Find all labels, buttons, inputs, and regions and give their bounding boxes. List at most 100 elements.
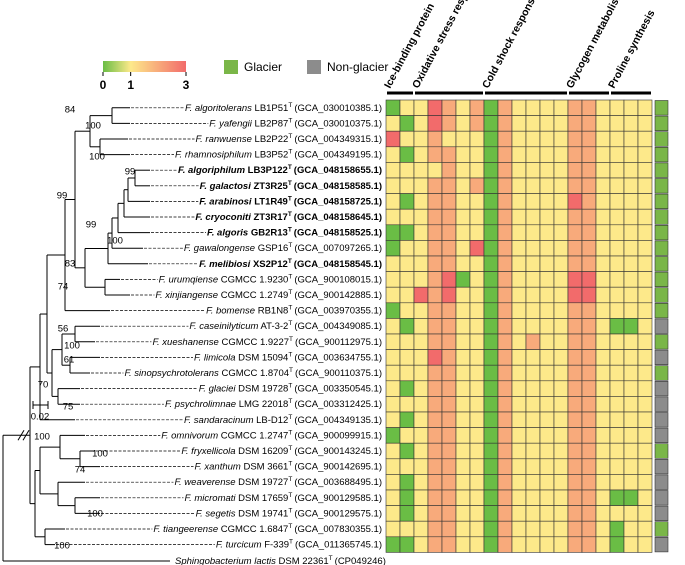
taxon-label: F. algoriphilum LB3P122T (GCA_048158655.1… bbox=[178, 164, 382, 176]
strain: DSM 15094 bbox=[238, 352, 288, 363]
heatmap-cell bbox=[511, 318, 527, 335]
heatmap-cell bbox=[455, 505, 471, 522]
heatmap-cell bbox=[385, 474, 401, 491]
heatmap-cell bbox=[595, 130, 611, 148]
accession: (GCA_900110375.1) bbox=[295, 368, 382, 379]
heatmap-cell bbox=[553, 474, 569, 491]
heatmap-cell bbox=[497, 99, 513, 116]
type-mark: T bbox=[288, 289, 292, 296]
heatmap-cell bbox=[413, 364, 429, 382]
heatmap-cell bbox=[525, 255, 541, 272]
accession: (GCA_900142885.1) bbox=[294, 290, 382, 301]
heatmap-cell bbox=[595, 427, 611, 444]
strain: ZT3R25 bbox=[253, 180, 288, 191]
heatmap-cell bbox=[483, 115, 499, 132]
habitat-cell bbox=[654, 147, 669, 163]
heatmap-cell bbox=[441, 271, 457, 288]
heatmap-cell bbox=[525, 193, 541, 210]
heatmap-cell bbox=[609, 520, 625, 538]
accession: (GCA_003634755.1) bbox=[294, 352, 382, 363]
accession: (CP049246) bbox=[335, 556, 386, 565]
heatmap-cell bbox=[385, 271, 401, 288]
heatmap-cell bbox=[595, 240, 611, 257]
heatmap-cell bbox=[483, 427, 499, 444]
species: F. galactosi bbox=[200, 180, 252, 191]
heatmap-cell bbox=[511, 177, 527, 194]
heatmap-cell bbox=[385, 208, 401, 226]
strain: DSM 3661 bbox=[243, 461, 288, 472]
taxon-label: F. limicola DSM 15094T (GCA_003634755.1) bbox=[194, 351, 382, 363]
heatmap-cell bbox=[455, 177, 471, 194]
heatmap-cell bbox=[427, 271, 443, 288]
heatmap-cell bbox=[413, 302, 429, 319]
type-mark: T bbox=[289, 538, 293, 545]
heatmap-cell bbox=[581, 333, 597, 350]
heatmap-cell bbox=[581, 396, 597, 413]
heatmap-cell bbox=[581, 349, 597, 366]
heatmap-cell bbox=[441, 411, 457, 428]
strain: LB3P52 bbox=[255, 149, 289, 160]
heatmap-cell bbox=[413, 208, 429, 226]
species: F. cryoconiti bbox=[195, 212, 251, 223]
type-mark: T bbox=[288, 226, 292, 233]
type-mark: T bbox=[288, 382, 292, 389]
heatmap-cell bbox=[609, 302, 625, 319]
heatmap-cell bbox=[413, 411, 429, 428]
taxon-label: F. rhamnosiphilum LB3P52T (GCA_004349195.… bbox=[175, 148, 382, 160]
bootstrap: 100 bbox=[64, 341, 80, 352]
species: F. sinopsychrotolerans bbox=[124, 368, 219, 379]
heatmap-cell bbox=[399, 224, 415, 241]
type-mark: T bbox=[288, 351, 292, 358]
accession: (GCA_004349315.1) bbox=[294, 134, 382, 145]
heatmap-cell bbox=[595, 162, 611, 179]
strain: XS2P12 bbox=[253, 258, 288, 269]
heatmap-cell bbox=[497, 349, 513, 366]
heatmap-cell bbox=[441, 349, 457, 366]
taxon-label: F. turcicum F-339T (GCA_011365745.1) bbox=[216, 538, 382, 550]
heatmap-cell bbox=[567, 380, 583, 397]
heatmap-cell bbox=[455, 115, 471, 132]
habitat-cell bbox=[654, 396, 669, 412]
taxon-label: F. weaverense DSM 19727T (GCA_003688495.1… bbox=[174, 476, 382, 488]
heatmap-cell bbox=[441, 474, 457, 491]
heatmap-cell bbox=[455, 224, 471, 241]
heatmap-cell bbox=[497, 318, 513, 335]
heatmap-cell bbox=[385, 99, 401, 116]
heatmap-cell bbox=[623, 255, 639, 272]
heatmap-cell bbox=[637, 396, 653, 413]
strain: LB3P122 bbox=[248, 165, 288, 176]
species: F. gawalongense bbox=[184, 243, 255, 254]
habitat-cell bbox=[654, 162, 669, 178]
habitat-cell bbox=[654, 505, 669, 522]
species: F. segetis bbox=[196, 508, 236, 519]
heatmap-cell bbox=[581, 99, 597, 116]
strain: RB1N8 bbox=[258, 305, 289, 316]
heatmap-cell bbox=[497, 115, 513, 132]
heatmap-cell bbox=[637, 255, 653, 272]
heatmap-cell bbox=[595, 255, 611, 272]
heatmap-cell bbox=[427, 474, 443, 491]
heatmap-cell bbox=[581, 146, 597, 163]
heatmap-cell bbox=[567, 224, 583, 241]
heatmap-cell bbox=[385, 427, 401, 444]
heatmap-cell bbox=[399, 286, 415, 304]
heatmap-cell bbox=[441, 255, 457, 272]
bootstrap: 99 bbox=[125, 167, 136, 178]
heatmap-cell bbox=[385, 396, 401, 413]
heatmap-cell bbox=[385, 286, 401, 304]
heatmap-cell bbox=[483, 380, 499, 397]
heatmap-cell bbox=[567, 146, 583, 163]
heatmap-cell bbox=[469, 177, 485, 194]
heatmap-cell bbox=[623, 271, 639, 288]
accession: (GCA_900129575.1) bbox=[294, 508, 382, 519]
taxon-label: F. omnivorum CGMCC 1.2747T (GCA_900099915… bbox=[161, 429, 382, 441]
heatmap-cell bbox=[455, 208, 471, 226]
heatmap-cell bbox=[637, 99, 653, 116]
habitat-cell bbox=[654, 536, 669, 553]
strain: CGMCC 1.9227 bbox=[221, 336, 289, 347]
heatmap-cell bbox=[539, 99, 555, 116]
heatmap-cell bbox=[511, 240, 527, 257]
heatmap-cell bbox=[553, 255, 569, 272]
strain: LMG 22018 bbox=[239, 399, 289, 410]
heatmap-cell bbox=[399, 333, 415, 350]
